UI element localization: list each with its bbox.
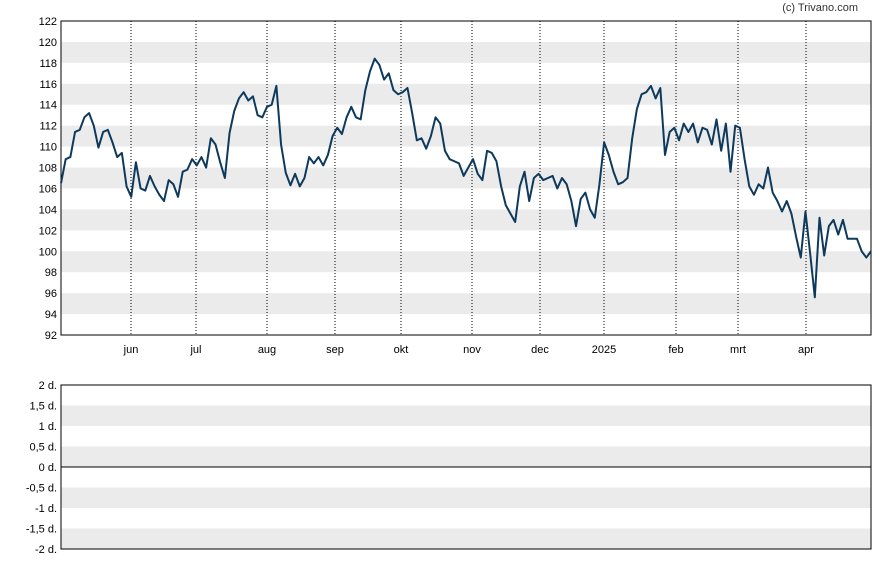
grid-band	[61, 446, 871, 467]
grid-band	[61, 528, 871, 549]
grid-band	[61, 293, 871, 315]
x-tick-label: 2025	[592, 344, 616, 356]
y-tick-label: -1,5 d.	[26, 524, 57, 536]
y-tick-label: 112	[39, 121, 57, 133]
copyright-notice: (c) Trivano.com	[782, 2, 858, 14]
grid-band	[61, 405, 871, 426]
x-tick-label: nov	[463, 344, 481, 356]
x-tick-label: feb	[668, 344, 683, 356]
y-tick-label: 108	[39, 163, 57, 175]
x-tick-label: jun	[123, 344, 139, 356]
y-tick-label: 98	[45, 267, 57, 279]
x-tick-label: sep	[326, 344, 344, 356]
y-tick-label: 92	[45, 330, 57, 342]
y-tick-label: 118	[39, 58, 57, 70]
y-tick-label: 100	[39, 246, 57, 258]
y-tick-label: 110	[39, 142, 57, 154]
y-tick-label: 94	[45, 309, 57, 321]
x-tick-label: okt	[394, 344, 409, 356]
grid-band	[61, 83, 871, 105]
grid-band	[61, 251, 871, 273]
x-tick-label: apr	[798, 344, 814, 356]
y-tick-label: 104	[39, 204, 57, 216]
grid-band	[61, 209, 871, 231]
y-tick-label: 2 d.	[39, 380, 57, 392]
y-tick-label: 0 d.	[39, 462, 57, 474]
y-tick-label: 1 d.	[39, 421, 57, 433]
y-tick-label: 106	[39, 183, 57, 195]
grid-band	[61, 125, 871, 147]
grid-band	[61, 167, 871, 189]
y-tick-label: 1,5 d.	[29, 401, 57, 413]
x-tick-label: jul	[189, 344, 201, 356]
y-tick-label: 114	[39, 100, 57, 112]
grid-band	[61, 487, 871, 508]
y-tick-label: -2 d.	[35, 544, 57, 556]
x-tick-label: mrt	[730, 344, 746, 356]
y-tick-label: 102	[39, 225, 57, 237]
y-tick-label: 122	[39, 16, 57, 28]
y-tick-label: 116	[39, 79, 57, 91]
y-tick-label: 120	[39, 37, 57, 49]
x-tick-label: dec	[531, 344, 549, 356]
plot-frame	[60, 384, 872, 550]
y-tick-label: 0,5 d.	[29, 442, 57, 454]
grid-band	[61, 41, 871, 63]
y-tick-label: 96	[45, 288, 57, 300]
y-tick-label: -0,5 d.	[26, 483, 57, 495]
y-tick-label: -1 d.	[35, 503, 57, 515]
price-series-line	[60, 57, 872, 299]
x-tick-label: aug	[258, 344, 276, 356]
